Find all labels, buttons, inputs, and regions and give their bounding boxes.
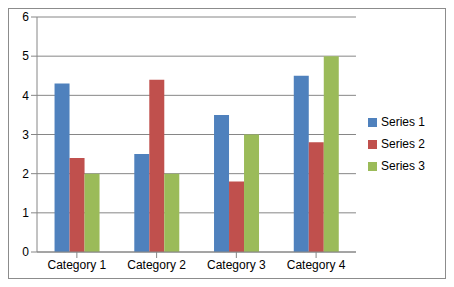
- svg-text:Category 1: Category 1: [48, 258, 107, 272]
- svg-text:6: 6: [22, 10, 29, 24]
- html-text:Series 2: Series 2: [381, 136, 425, 151]
- html-text:Series 3: Series 3: [381, 158, 425, 173]
- svg-text:0: 0: [22, 245, 29, 259]
- html-text:Series 1: Series 1: [381, 114, 425, 129]
- svg-text:Category 3: Category 3: [207, 258, 266, 272]
- svg-text:2: 2: [22, 167, 29, 181]
- svg-text:1: 1: [22, 206, 29, 220]
- svg-text:4: 4: [22, 89, 29, 103]
- svg-text:Category 2: Category 2: [127, 258, 186, 272]
- svg-text:3: 3: [22, 128, 29, 142]
- svg-text:Category 4: Category 4: [287, 258, 346, 272]
- svg-text:5: 5: [22, 49, 29, 63]
